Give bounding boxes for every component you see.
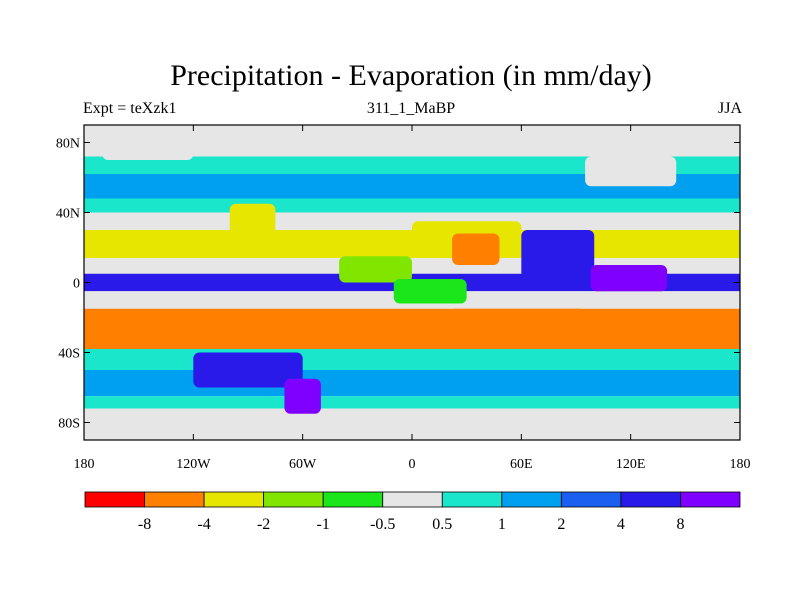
patch-3: [521, 230, 595, 283]
colorbar-label-6: 1: [498, 516, 506, 533]
colorbar-swatch-3: [263, 491, 324, 508]
patch-5: [339, 256, 412, 283]
patch-9: [284, 378, 321, 414]
colorbar-swatch-10: [680, 491, 741, 508]
colorbar-swatch-4: [322, 491, 384, 508]
chart-title: Precipitation - Evaporation (in mm/day): [170, 59, 652, 92]
patch-11: [102, 125, 194, 160]
colorbar-swatch-6: [441, 491, 503, 508]
colorbar-label-8: 4: [617, 516, 625, 533]
patch-2: [452, 233, 500, 265]
band-12: [84, 396, 740, 409]
colorbar-label-1: -4: [197, 516, 210, 533]
patch-0: [229, 203, 276, 248]
map-field: [83, 124, 741, 441]
colorbar: -8 -4 -2 -1 -0.5 0.5 1 2 4 8: [84, 491, 741, 533]
x-tick-label-2: 60W: [289, 457, 317, 472]
colorbar-swatch-9: [620, 491, 681, 508]
colorbar-label-5: 0.5: [432, 516, 452, 533]
colorbar-label-4: -0.5: [370, 516, 395, 533]
colorbar-swatch-8: [560, 491, 622, 508]
x-tick-label-3: 0: [409, 457, 416, 472]
y-tick-label-1: 40N: [56, 207, 80, 222]
map-axes: 180 120W 60W 0 60E 120E 180 80N 40N 0 40S 80S: [56, 125, 751, 472]
patch-4: [590, 265, 668, 292]
band-11: [84, 370, 740, 397]
colorbar-label-9: 8: [676, 516, 684, 533]
band-10: [84, 349, 740, 370]
patch-10: [585, 156, 677, 187]
y-tick-label-4: 80S: [58, 417, 80, 432]
colorbar-swatch-7: [501, 491, 562, 508]
colorbar-swatch-5: [382, 491, 443, 508]
colorbar-swatch-2: [203, 491, 265, 508]
x-tick-label-4: 60E: [510, 457, 533, 472]
colorbar-swatch-1: [144, 491, 205, 508]
band-9: [84, 308, 740, 349]
colorbar-label-3: -1: [317, 516, 330, 533]
y-tick-label-3: 40S: [58, 347, 80, 362]
patch-8: [193, 352, 303, 388]
band-3: [84, 198, 740, 213]
time-label: 311_1_MaBP: [366, 100, 456, 117]
y-tick-label-2: 0: [73, 277, 80, 292]
patch-6: [393, 279, 467, 304]
colorbar-label-0: -8: [138, 516, 151, 533]
band-1: [84, 156, 740, 174]
colorbar-swatch-0: [84, 491, 145, 508]
colorbar-label-7: 2: [557, 516, 565, 533]
x-tick-label-1: 120W: [176, 457, 211, 472]
season-label: JJA: [717, 100, 742, 117]
colorbar-label-2: -2: [257, 516, 270, 533]
experiment-label: Expt = teXzk1: [83, 100, 177, 117]
y-tick-label-0: 80N: [56, 137, 80, 152]
x-tick-label-0: 180: [74, 457, 95, 472]
x-tick-label-6: 180: [730, 457, 751, 472]
x-tick-label-5: 120E: [616, 457, 646, 472]
patch-7: [448, 308, 586, 344]
